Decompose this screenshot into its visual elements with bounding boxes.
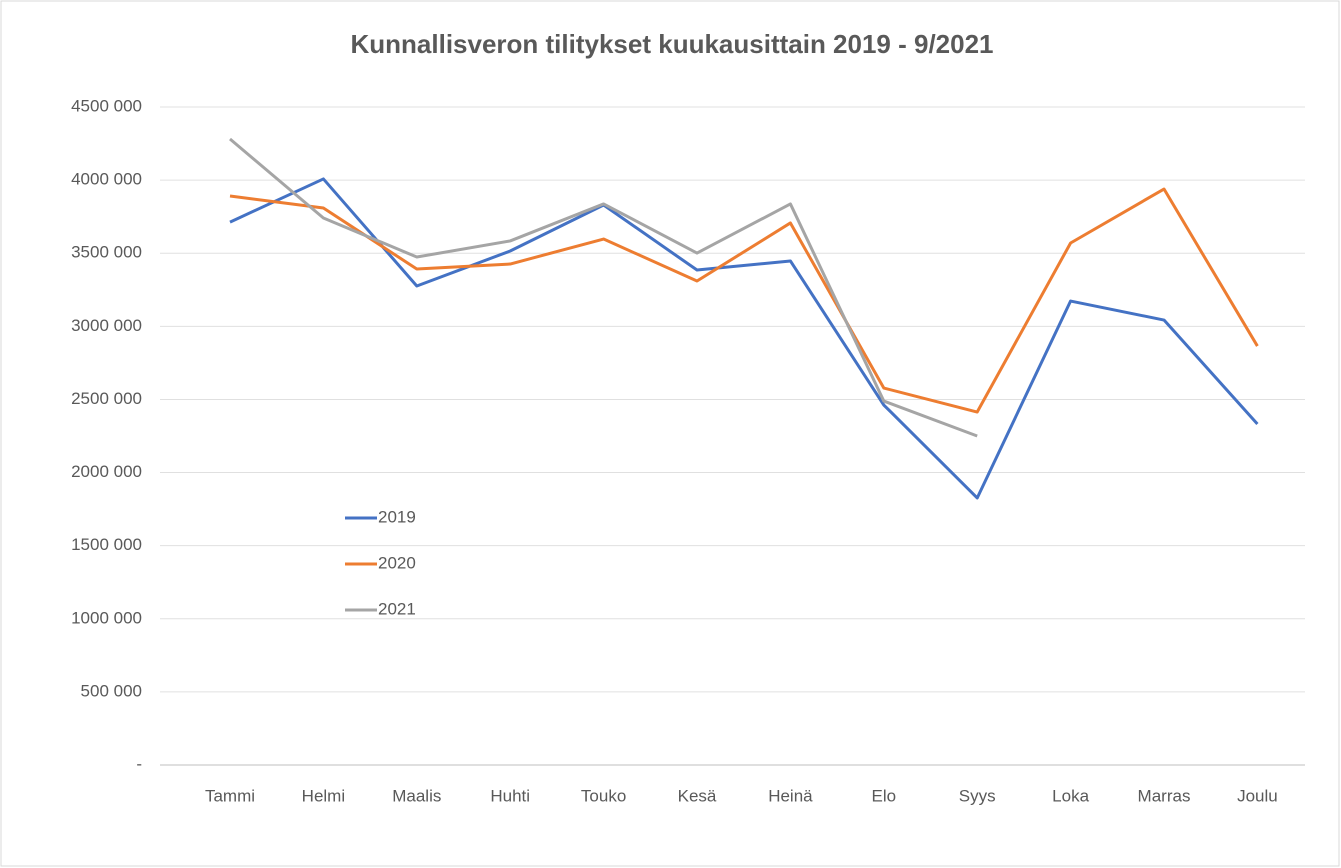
x-tick-label: Heinä [768,786,813,805]
x-tick-label: Joulu [1237,786,1278,805]
y-tick-label: 4500 000 [71,96,142,115]
y-tick-label: 3000 000 [71,316,142,335]
y-tick-label: - [136,754,142,773]
y-tick-label: 1000 000 [71,608,142,627]
line-series [229,137,978,438]
y-tick-label: 3500 000 [71,243,142,262]
line-series [229,187,1259,414]
x-tick-label: Loka [1052,786,1089,805]
x-tick-label: Maalis [392,786,441,805]
x-tick-label: Huhti [490,786,530,805]
y-tick-label: 4000 000 [71,170,142,189]
legend-label: 2020 [378,553,416,572]
legend-label: 2019 [378,507,416,526]
y-tick-label: 2000 000 [71,462,142,481]
y-tick-label: 500 000 [81,681,142,700]
x-tick-label: Kesä [678,786,717,805]
x-tick-label: Touko [581,786,626,805]
y-tick-label: 1500 000 [71,535,142,554]
x-tick-label: Helmi [302,786,345,805]
chart-title: Kunnallisveron tilitykset kuukausittain … [350,29,993,59]
y-tick-label: 2500 000 [71,389,142,408]
line-series [229,177,1259,500]
legend-label: 2021 [378,599,416,618]
x-tick-label: Marras [1138,786,1191,805]
x-tick-label: Tammi [205,786,255,805]
x-tick-label: Elo [872,786,897,805]
x-tick-label: Syys [959,786,996,805]
